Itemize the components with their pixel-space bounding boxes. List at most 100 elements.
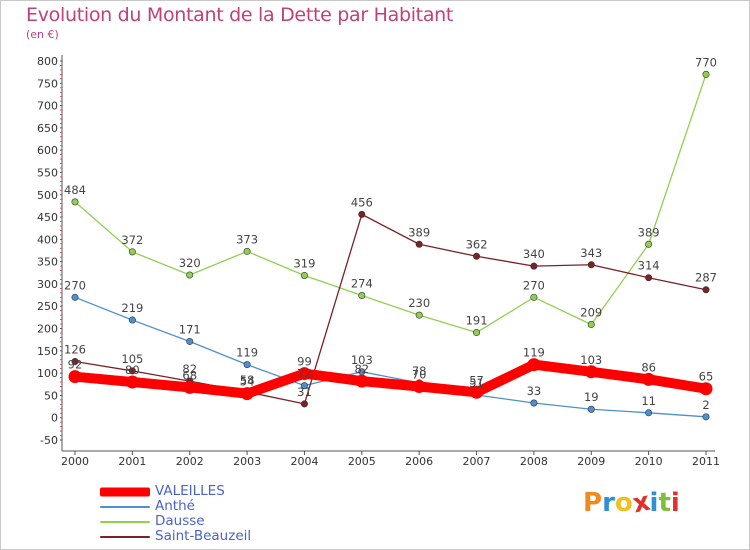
data-label: 57 [469,373,484,387]
data-point [300,400,308,408]
x-tick-label: 2007 [463,455,491,468]
logo-letter: o [614,488,633,518]
data-label: 86 [641,360,656,374]
data-point [71,358,79,366]
y-tick-label: 800 [37,55,58,68]
data-point [587,321,595,329]
data-label: 389 [638,225,660,239]
legend-item: Dausse [100,514,320,529]
data-label: 92 [68,358,83,372]
legend-label: Saint-Beauzeil [155,528,252,544]
data-point [358,210,366,218]
data-point [128,367,136,375]
data-labels: 270 219 171 119 72 103 78 51 33 19 11 2 484 372 320 373… [64,55,717,411]
data-label: 103 [351,353,373,367]
data-point [358,292,366,300]
data-label: 65 [699,370,714,384]
data-point [642,372,656,386]
y-tick-label: 500 [37,189,58,202]
legend-swatch [100,505,150,508]
data-label: 19 [584,390,599,404]
x-tick-label: 2003 [233,455,261,468]
data-label: 191 [466,314,488,328]
data-label: 2 [702,398,709,412]
data-point [702,286,710,294]
data-point [527,358,541,372]
data-label: 126 [64,343,86,357]
logo-letter: t [658,488,671,518]
data-point [71,198,79,206]
data-point [530,293,538,301]
data-label: 362 [466,237,488,251]
y-tick-label: 250 [37,300,58,313]
y-tick-label: 0 [51,412,58,425]
data-label: 320 [179,256,201,270]
data-label: 340 [523,247,545,261]
y-tick-label: 600 [37,144,58,157]
legend-label: Anthé [155,498,195,514]
data-label: 68 [182,368,197,382]
x-tick-label: 2010 [635,455,663,468]
data-point [71,293,79,301]
chart-title: Evolution du Montant de la Dette par Hab… [26,4,454,26]
data-point [243,247,251,255]
y-tick-label: 450 [37,211,58,224]
y-tick-label: 400 [37,233,58,246]
x-tick-label: 2004 [290,455,318,468]
data-label: 456 [351,195,373,209]
series-line-valeilles [70,359,711,399]
x-tick-label: 2006 [405,455,433,468]
data-point [473,329,481,337]
data-label: 274 [351,277,373,291]
data-label: 270 [523,278,545,292]
legend-swatch [100,487,150,496]
data-label: 54 [240,375,255,389]
data-point [300,271,308,279]
data-point [473,252,481,260]
chart-subtitle: (en €) [26,28,59,41]
data-label: 219 [121,301,143,315]
data-label: 119 [523,346,545,360]
logo-letter: i [649,488,659,518]
y-tick-label: 50 [44,389,58,402]
data-label: 270 [64,278,86,292]
data-point [186,337,194,345]
y-tick-label: 550 [37,166,58,179]
data-label: 51 [469,376,484,390]
data-point [415,311,423,319]
data-label: 82 [354,362,369,376]
data-point [470,385,484,399]
data-point [702,413,710,421]
legend-label: VALEILLES [155,483,225,499]
data-point [183,380,197,394]
data-point [128,248,136,256]
data-label: 171 [179,322,201,336]
x-tick-label: 2002 [176,455,204,468]
data-point [186,271,194,279]
legend: VALEILLES Anthé Dausse Saint-Beauzeil [100,484,320,544]
data-label: 82 [182,362,197,376]
data-label: 372 [121,233,143,247]
data-point [584,365,598,379]
data-label: 78 [412,364,427,378]
proxiti-logo: Proxiti [583,487,680,520]
data-label: 343 [580,246,602,260]
y-tick-label: 350 [37,256,58,269]
data-point [415,240,423,248]
data-label: 11 [641,394,656,408]
data-label: 230 [408,296,430,310]
data-point [240,387,254,401]
data-point [645,274,653,282]
data-point [412,379,426,393]
data-label: 373 [236,232,258,246]
legend-item: Saint-Beauzeil [100,529,320,544]
logo-letter: P [583,488,603,518]
data-label: 70 [412,367,427,381]
data-label: 103 [580,353,602,367]
data-point [128,316,136,324]
data-point [645,240,653,248]
data-label: 389 [408,225,430,239]
axes: -50 0 50 100 150 200 250 300 350 400 450 500 550 600 6… [37,55,720,468]
y-tick-label: 750 [37,77,58,90]
